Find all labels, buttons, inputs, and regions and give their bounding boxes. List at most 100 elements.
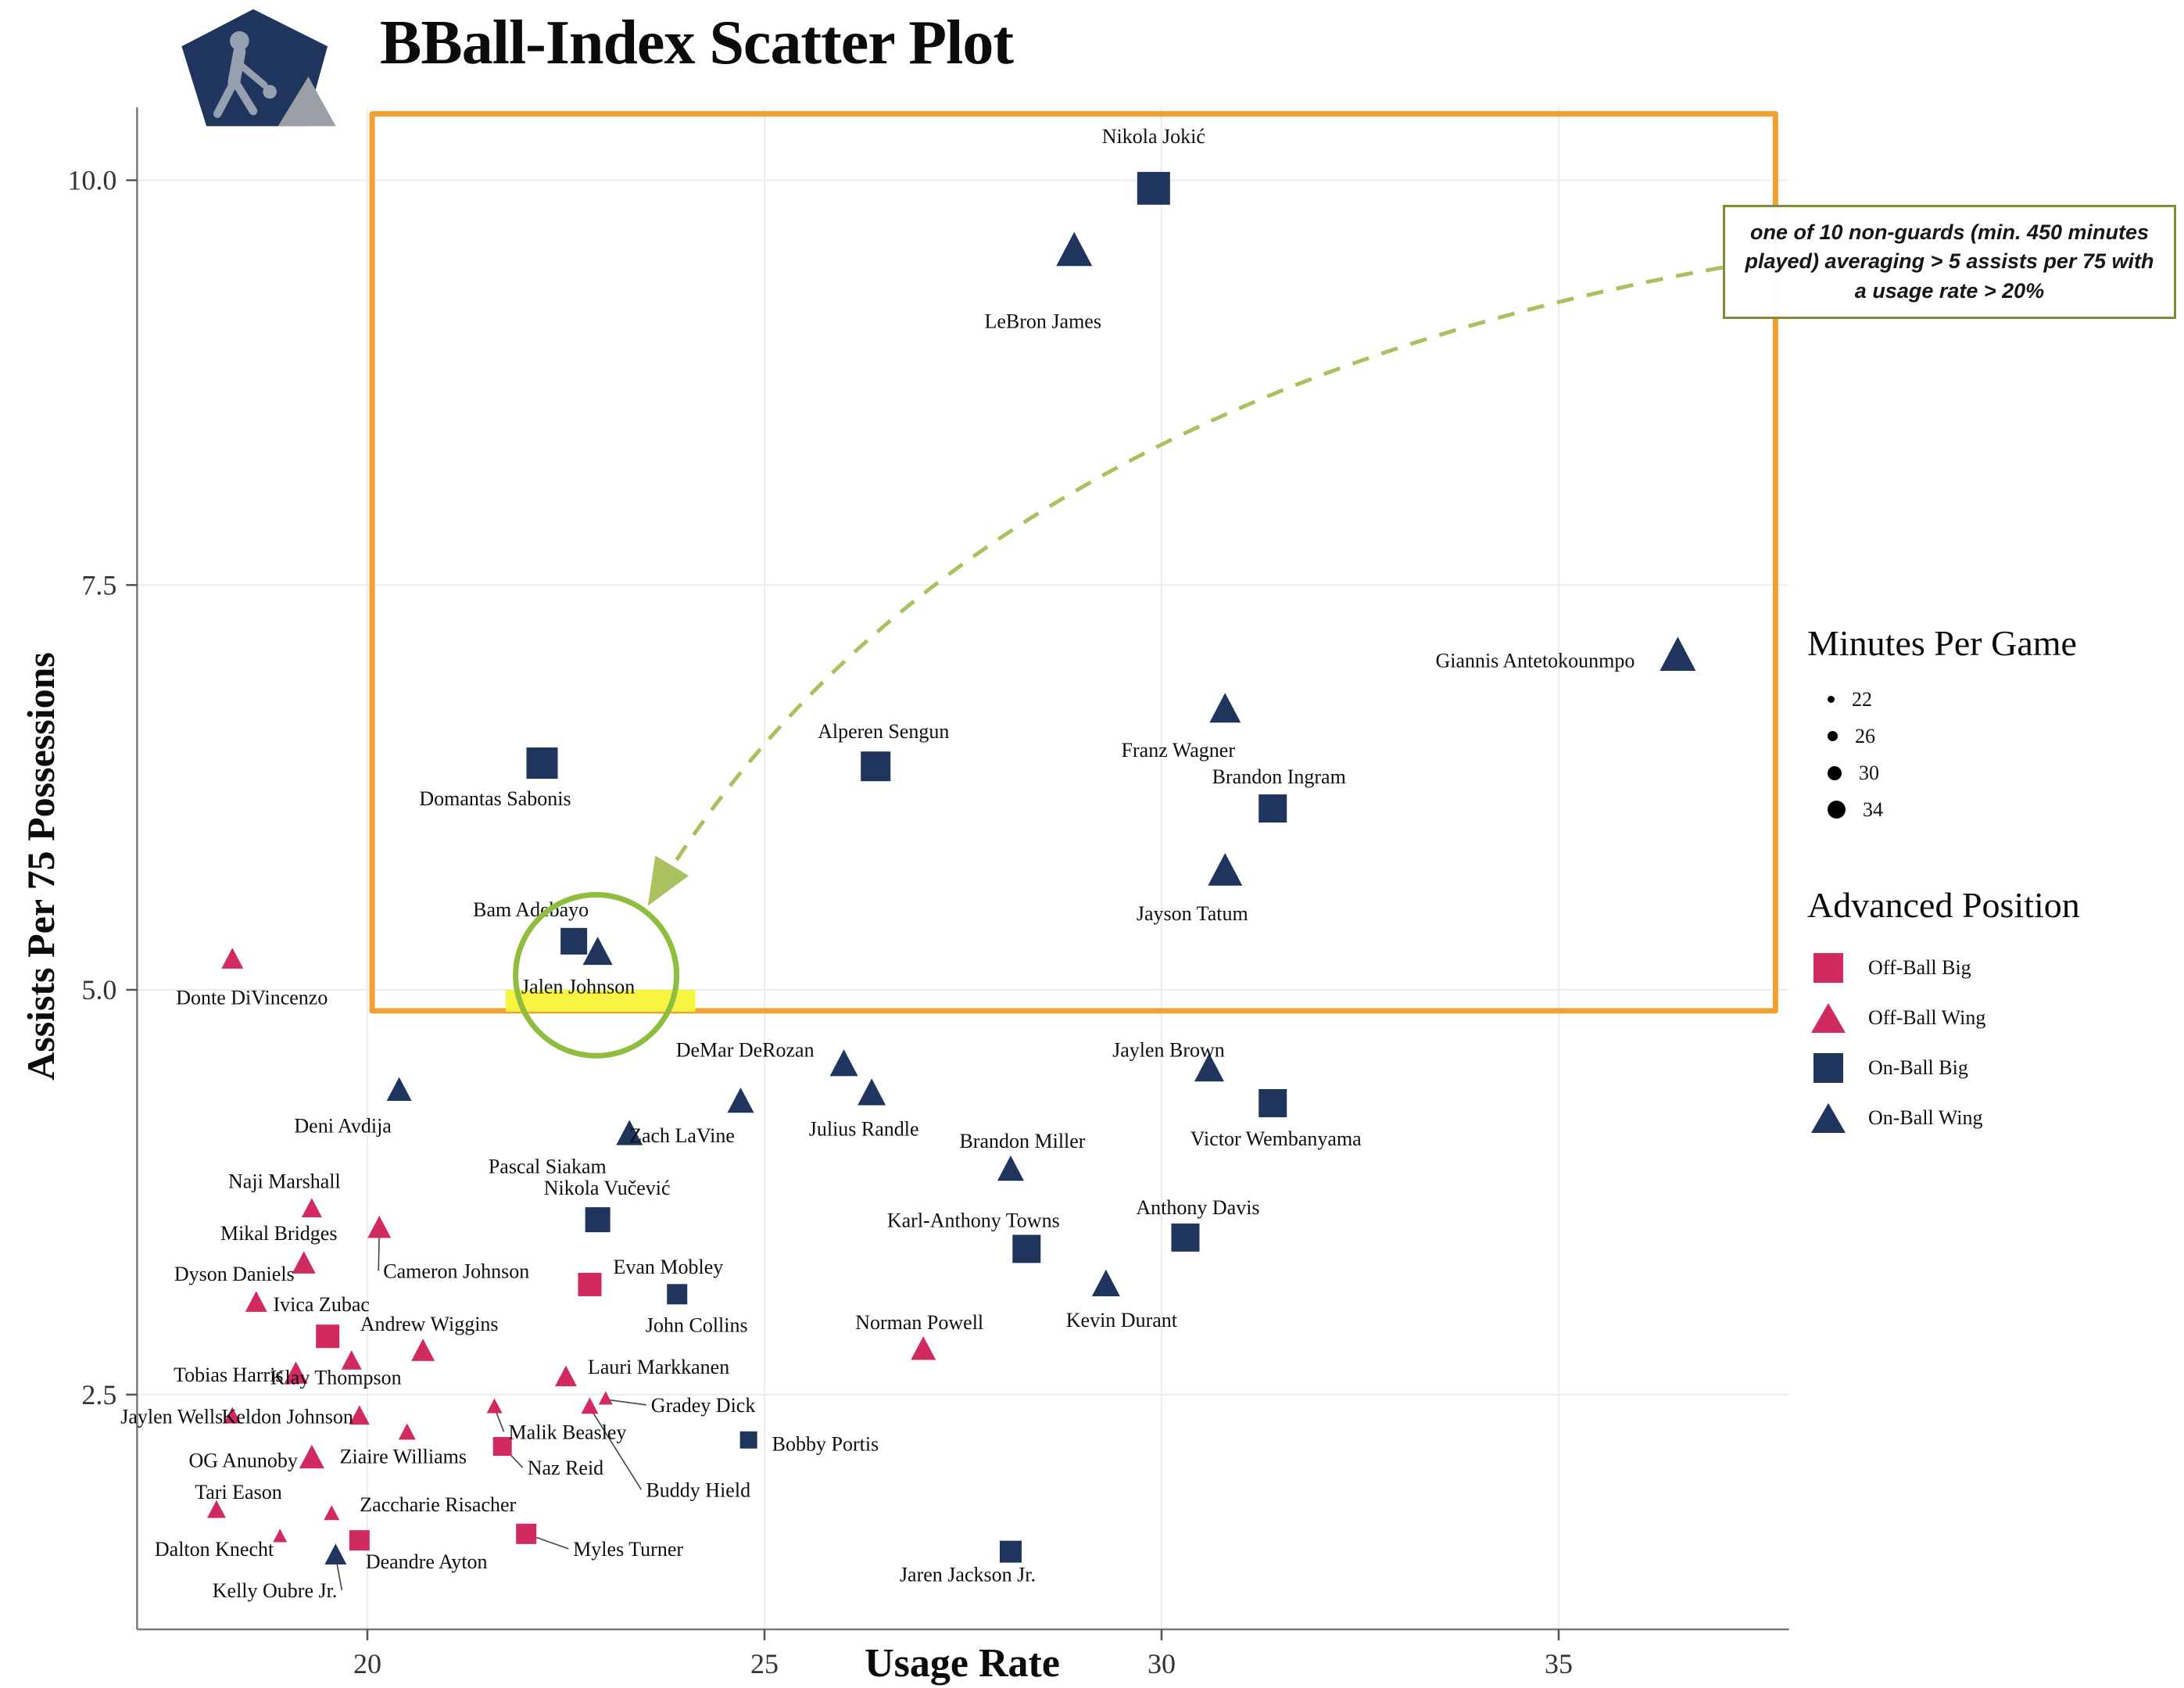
data-point-square	[578, 1272, 602, 1296]
data-point-triangle	[224, 1407, 242, 1424]
point-label: LeBron James	[985, 310, 1101, 333]
data-point-triangle	[582, 937, 613, 966]
point-label: Victor Wembanyama	[1190, 1127, 1362, 1150]
size-dot-icon	[1828, 696, 1835, 703]
data-point-triangle	[727, 1087, 754, 1113]
point-label: Pascal Siakam	[489, 1155, 607, 1177]
size-legend-row: 22	[1807, 681, 2182, 718]
point-label: Domantas Sabonis	[419, 787, 571, 810]
size-dot-icon	[1828, 765, 1842, 780]
square-marker	[1813, 1053, 1843, 1083]
size-legend-row: 34	[1807, 791, 2182, 828]
point-label: OG Anunoby	[188, 1450, 297, 1472]
point-label: Jaylen Wells	[120, 1406, 223, 1428]
data-point-square	[316, 1324, 340, 1349]
logo-triangle	[277, 77, 336, 127]
point-label: Dyson Daniels	[174, 1263, 295, 1285]
data-point-triangle	[829, 1049, 858, 1077]
data-point-square	[1258, 1088, 1287, 1117]
dashed-arrow	[647, 265, 1724, 906]
legend-panel: Minutes Per Game 22 26 30 34 Advanced Posit…	[1807, 622, 2182, 1143]
square-marker-icon	[1810, 953, 1846, 983]
size-legend-title: Minutes Per Game	[1807, 623, 2077, 663]
triangle-marker	[1811, 1103, 1846, 1133]
point-label: Brandon Miller	[959, 1130, 1085, 1152]
annotation-callout: one of 10 non-guards (min. 450 minutes p…	[1723, 205, 2176, 319]
size-dot-icon	[1828, 801, 1846, 819]
y-tick-label: 2.5	[81, 1379, 116, 1410]
point-label: Ziaire Williams	[340, 1445, 467, 1468]
y-tick-label: 7.5	[81, 569, 116, 600]
data-point-square	[861, 751, 891, 782]
point-label: Anthony Davis	[1136, 1196, 1259, 1219]
point-label: Nikola Jokić	[1102, 125, 1205, 148]
annotation-arrow	[647, 265, 1724, 906]
position-legend-label: On-Ball Big	[1868, 1056, 1968, 1079]
point-label: Jaren Jackson Jr.	[900, 1564, 1036, 1586]
data-point-triangle	[324, 1543, 347, 1564]
data-point-square	[585, 1207, 610, 1233]
data-point-triangle	[486, 1398, 503, 1414]
y-axis-title: Assists Per 75 Possessions	[19, 652, 63, 1081]
label-leader-line	[605, 1399, 646, 1406]
position-legend-row: On-Ball Big	[1807, 1043, 2182, 1093]
data-point-triangle	[1659, 636, 1696, 672]
x-tick-label: 30	[1147, 1648, 1176, 1679]
point-label: DeMar DeRozan	[676, 1038, 815, 1061]
position-legend-label: Off-Ball Wing	[1868, 1006, 1986, 1029]
triangle-marker-icon	[1810, 1003, 1846, 1033]
position-legend-title: Advanced Position	[1807, 885, 2080, 925]
data-point-triangle	[299, 1444, 324, 1469]
data-point-square	[349, 1530, 370, 1551]
gridlines	[137, 107, 1789, 1630]
data-point-square	[1012, 1235, 1041, 1263]
point-label: Naz Reid	[528, 1457, 603, 1479]
y-tick-label: 10.0	[67, 165, 116, 196]
size-legend-row: 30	[1807, 754, 2182, 791]
position-legend: Off-Ball Big Off-Ball Wing On-Ball Big On-B…	[1807, 943, 2182, 1143]
data-point-triangle	[616, 1120, 643, 1145]
yellow-underline	[505, 990, 696, 1012]
data-point-triangle	[367, 1215, 392, 1238]
data-point-square	[1171, 1223, 1200, 1252]
size-legend-row: 26	[1807, 718, 2182, 754]
point-labels: Nikola Jokić LeBron James Giannis Antetoko…	[120, 125, 1634, 1602]
size-legend-value: 30	[1859, 761, 1879, 784]
data-point-triangle	[245, 1291, 267, 1312]
point-label: Keldon Johnson	[222, 1406, 353, 1428]
bball-index-logo	[181, 9, 336, 127]
point-label: Kelly Oubre Jr.	[213, 1579, 338, 1602]
point-label: Tobias Harris	[174, 1364, 283, 1386]
y-tick-label: 5.0	[81, 974, 116, 1005]
data-point-triangle	[1208, 852, 1243, 886]
square-marker-icon	[1810, 1053, 1846, 1083]
basketball-player-icon	[213, 30, 277, 118]
axes: 20 25 30 35 2.5 5.0 7.5 10.0	[67, 107, 1789, 1679]
point-label: Deandre Ayton	[366, 1550, 488, 1573]
data-point-triangle	[341, 1350, 362, 1370]
point-label: Brandon Ingram	[1212, 765, 1346, 788]
x-tick-label: 20	[353, 1648, 381, 1679]
position-legend-row: On-Ball Wing	[1807, 1093, 2182, 1143]
data-point-triangle	[398, 1423, 416, 1440]
data-point-square	[492, 1437, 512, 1457]
size-dot-icon	[1828, 731, 1838, 741]
point-label: Buddy Hield	[646, 1478, 750, 1501]
yellow-highlight	[505, 990, 696, 1012]
data-point-triangle	[598, 1391, 613, 1405]
point-label: Bam Adebayo	[473, 898, 589, 921]
data-points	[206, 171, 1696, 1590]
data-point-triangle	[581, 1397, 599, 1414]
point-label: Jalen Johnson	[521, 975, 635, 998]
data-point-triangle	[301, 1198, 322, 1218]
position-legend-row: Off-Ball Big	[1807, 943, 2182, 993]
data-point-triangle	[349, 1405, 370, 1425]
data-point-triangle	[857, 1078, 886, 1106]
point-label: Giannis Antetokounmpo	[1435, 649, 1634, 672]
point-label: John Collins	[646, 1313, 748, 1336]
point-label: Dalton Knecht	[155, 1538, 274, 1561]
point-label: Zach LaVine	[629, 1124, 735, 1147]
orange-region-box	[369, 111, 1778, 1014]
point-label: Tari Eason	[195, 1481, 282, 1503]
